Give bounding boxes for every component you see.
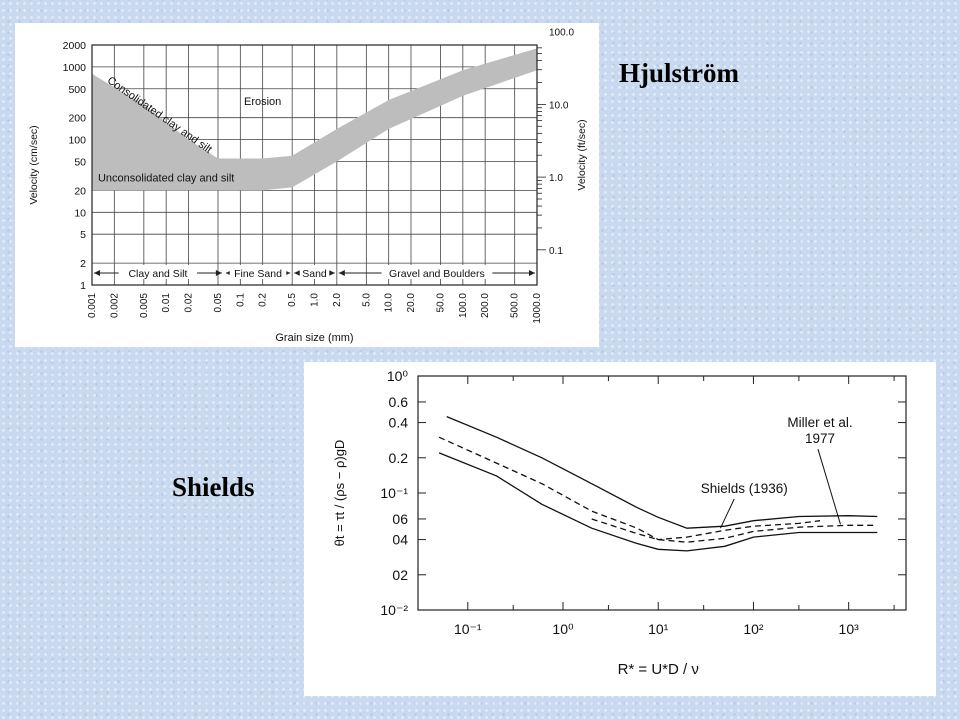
series-line [591,518,878,543]
y-tick-label: 50 [74,156,86,168]
annotation-leader [719,498,735,529]
y-tick-label: 06 [392,511,408,527]
y-tick-label: 04 [392,532,408,548]
plot-frame [91,44,538,286]
x-tick-label: 10.0 [384,293,395,313]
y-tick-label: 1 [80,280,86,292]
y-tick-label: 10⁻¹ [380,485,408,501]
size-class-label: Sand [302,268,327,280]
hjulstrom-chart: 0.001 0.002 0.005 0.01 0.02 0.05 0.1 0.2 0.5 1.0 2… [28,28,588,344]
x-tick-label: 200.0 [480,293,491,318]
y-axis-title-left: Velocity (cm/sec) [28,125,40,204]
x-tick-label: 10¹ [648,621,669,637]
y-tick-label: 02 [392,567,408,583]
y-tick-label: 10⁰ [387,368,409,384]
x-tick-label: 10⁻¹ [454,621,482,637]
size-class-arrow [215,270,222,276]
x-axis-title: R* = U*D / ν [618,661,699,678]
annotation-miller: Miller et al. [787,415,852,430]
size-class-arrow [529,270,535,276]
y-tick-label: 1000 [63,62,87,74]
x-tick-label: 10⁰ [552,621,574,637]
x-tick-label: 100.0 [458,293,469,318]
y-right-tick-label: 10.0 [549,100,569,111]
y-tick-label: 10 [74,207,86,219]
size-class-arrow [328,270,335,276]
x-tick-label: 0.1 [235,293,246,307]
x-axis-title: Grain size (mm) [275,332,353,344]
shields-chart-panel: 10⁰ 0.6 0.4 0.2 10⁻¹ 06 04 02 10⁻² 10⁻¹ 10⁰ 10¹ 10² 1… [304,362,936,696]
threshold-band [92,48,537,191]
hjulstrom-chart-panel: 0.001 0.002 0.005 0.01 0.02 0.05 0.1 0.2 0.5 1.0 2… [15,23,599,347]
size-class-label-bg [118,265,198,279]
annotation-shields: Shields (1936) [701,481,788,496]
size-class-label: Fine Sand [234,268,282,280]
y-right-tick-label: 100.0 [549,28,574,39]
shields-title: Shields [172,472,255,502]
y-tick-label: 2 [80,258,86,270]
size-class-arrow [94,270,100,276]
x-tick-label: 20.0 [406,293,417,313]
y-right-tick-label: 1.0 [549,173,563,184]
y-tick-label: 0.2 [389,450,409,466]
size-class-arrow [338,270,345,276]
x-tick-label: 10² [743,621,764,637]
shields-chart: 10⁰ 0.6 0.4 0.2 10⁻¹ 06 04 02 10⁻² 10⁻¹ 10⁰ 10¹ 10² 1… [332,368,907,678]
y-tick-label: 500 [68,84,86,96]
y-tick-label: 0.6 [389,394,409,410]
x-tick-label: 1.0 [310,293,321,307]
series-line [438,452,878,552]
size-class-label-bg [299,265,330,279]
size-class-label-bg [229,265,287,279]
x-tick-label: 0.01 [161,293,172,313]
y-tick-label: 5 [80,229,86,241]
hjulstrom-title: Hjulström [619,58,739,88]
y-tick-label: 20 [74,185,86,197]
y-right-tick-label: 0.1 [549,246,563,257]
annotation-miller-year: 1977 [805,431,835,446]
y-tick-label: 2000 [63,40,87,52]
series-line [438,436,821,541]
series-line [446,415,878,529]
y-tick-label: 200 [68,113,86,125]
x-tick-label: 0.05 [213,293,224,313]
y-tick-label: 100 [68,135,86,147]
y-axis-title-right: Velocity (ft/sec) [576,119,588,190]
x-tick-label: 5.0 [361,293,372,307]
x-tick-label: 0.2 [258,293,269,307]
x-tick-label: 50.0 [436,293,447,313]
size-class-label-bg [381,265,493,279]
size-class-label: Clay and Silt [128,268,187,280]
size-class-label: Gravel and Boulders [389,268,485,280]
erosion-label: Erosion [244,96,281,108]
x-tick-label: 0.001 [87,293,98,318]
x-tick-label: 0.005 [139,293,150,318]
x-tick-label: 0.5 [287,293,298,307]
x-tick-label: 1000.0 [532,293,543,324]
size-class-arrow [294,270,301,276]
y-tick-label: 10⁻² [380,602,408,618]
y-tick-label: 0.4 [389,415,409,431]
annotation-leader [817,449,841,525]
x-tick-label: 2.0 [332,293,343,307]
x-tick-label: 0.02 [183,293,194,313]
x-tick-label: 500.0 [510,293,521,318]
y-axis-title: θt = τt / (ρs − ρ)gD [332,440,347,547]
x-tick-label: 0.002 [109,293,120,318]
plot-frame [417,375,907,611]
x-tick-label: 10³ [839,621,860,637]
y-axis-title-text: θt = τt / (ρs − ρ)gD [332,440,347,547]
unconsolidated-label: Unconsolidated clay and silt [98,173,234,185]
